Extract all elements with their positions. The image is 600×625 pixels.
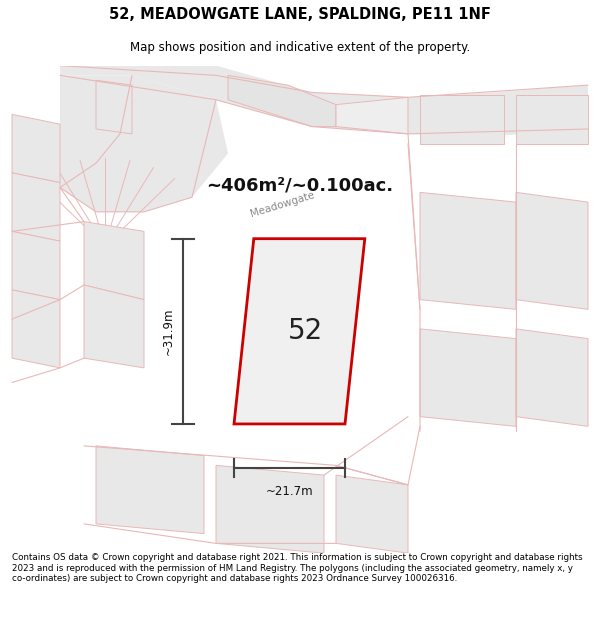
Polygon shape — [12, 114, 60, 182]
Polygon shape — [12, 290, 60, 368]
Polygon shape — [420, 192, 516, 309]
Polygon shape — [84, 222, 144, 299]
Polygon shape — [60, 66, 588, 136]
Text: 52: 52 — [288, 318, 323, 345]
Polygon shape — [420, 329, 516, 426]
Text: 52, MEADOWGATE LANE, SPALDING, PE11 1NF: 52, MEADOWGATE LANE, SPALDING, PE11 1NF — [109, 7, 491, 22]
Text: Map shows position and indicative extent of the property.: Map shows position and indicative extent… — [130, 41, 470, 54]
Polygon shape — [336, 98, 408, 134]
Polygon shape — [420, 95, 504, 144]
Polygon shape — [84, 285, 144, 368]
Polygon shape — [60, 76, 228, 212]
Text: ~21.7m: ~21.7m — [266, 485, 313, 498]
Text: ~31.9m: ~31.9m — [161, 308, 175, 355]
Text: Meadowgate: Meadowgate — [249, 190, 316, 219]
Polygon shape — [96, 446, 204, 534]
Text: ~406m²/~0.100ac.: ~406m²/~0.100ac. — [206, 176, 394, 194]
Polygon shape — [12, 173, 60, 241]
Polygon shape — [12, 231, 60, 299]
Polygon shape — [516, 192, 588, 309]
Polygon shape — [96, 80, 132, 134]
Polygon shape — [228, 76, 336, 126]
Polygon shape — [216, 466, 324, 553]
Text: Contains OS data © Crown copyright and database right 2021. This information is : Contains OS data © Crown copyright and d… — [12, 553, 583, 583]
Polygon shape — [336, 475, 408, 553]
Polygon shape — [516, 95, 588, 144]
Polygon shape — [516, 329, 588, 426]
Polygon shape — [234, 239, 365, 424]
